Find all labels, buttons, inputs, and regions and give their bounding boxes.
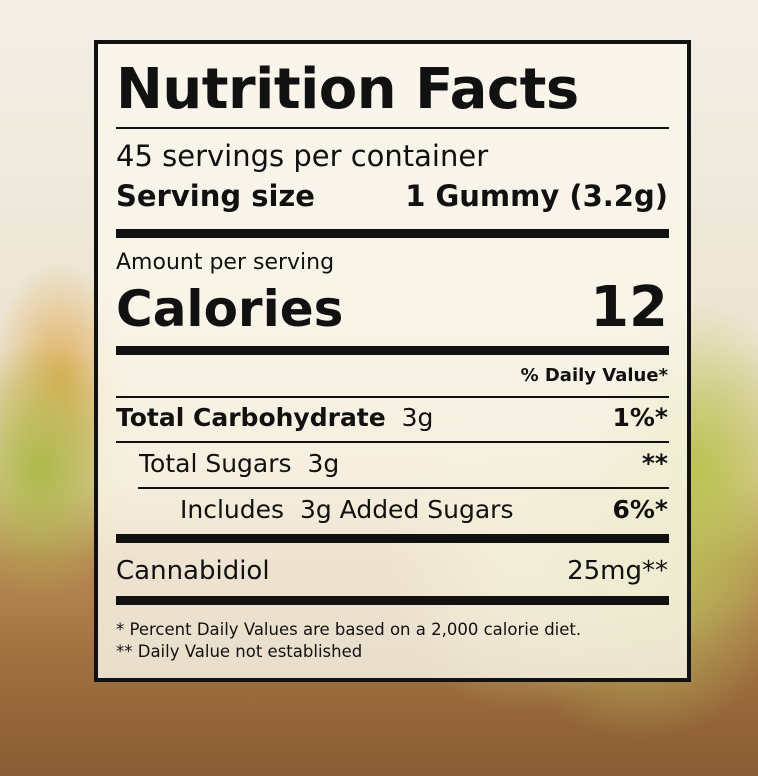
servings-per-container: 45 servings per container	[116, 139, 489, 173]
row-total-sugars: Total Sugars 3g	[139, 451, 339, 476]
nutrient-name: Total Carbohydrate	[116, 403, 386, 432]
footnote-daily-values: * Percent Daily Values are based on a 2,…	[116, 620, 582, 639]
row-total-carbohydrate-dv: 1%*	[612, 403, 668, 432]
amount-per-serving: Amount per serving	[116, 250, 335, 275]
nutrient-amount: 3g	[401, 403, 434, 432]
daily-value-header: % Daily Value*	[520, 365, 668, 386]
footnote-not-established: ** Daily Value not established	[116, 642, 363, 661]
nutrient-amount: 3g	[307, 449, 340, 478]
nutrition-facts-label	[94, 40, 691, 682]
row-total-carbohydrate: Total Carbohydrate 3g	[116, 405, 433, 430]
serving-size-value: 1 Gummy (3.2g)	[405, 179, 668, 213]
nutrient-name: Total Sugars	[139, 449, 292, 478]
thin-rule	[116, 127, 669, 129]
thick-rule	[116, 596, 669, 605]
thin-rule	[138, 487, 669, 489]
calories-label: Calories	[116, 280, 344, 338]
serving-size-label: Serving size	[116, 179, 315, 213]
thick-rule	[116, 346, 669, 355]
thick-rule	[116, 534, 669, 543]
row-cannabidiol-amount: 25mg**	[567, 556, 668, 586]
thick-rule	[116, 229, 669, 238]
nutrient-amount: 3g Added Sugars	[299, 495, 514, 524]
nutrient-name: Includes	[180, 495, 285, 524]
label-title: Nutrition Facts	[116, 57, 579, 122]
row-added-sugars-dv: 6%*	[612, 495, 668, 524]
thin-rule	[116, 441, 669, 443]
row-cannabidiol: Cannabidiol	[116, 556, 270, 586]
calories-value: 12	[590, 275, 668, 340]
thin-rule	[116, 396, 669, 398]
row-total-sugars-dv: **	[641, 449, 668, 478]
row-added-sugars: Includes 3g Added Sugars	[180, 497, 513, 522]
